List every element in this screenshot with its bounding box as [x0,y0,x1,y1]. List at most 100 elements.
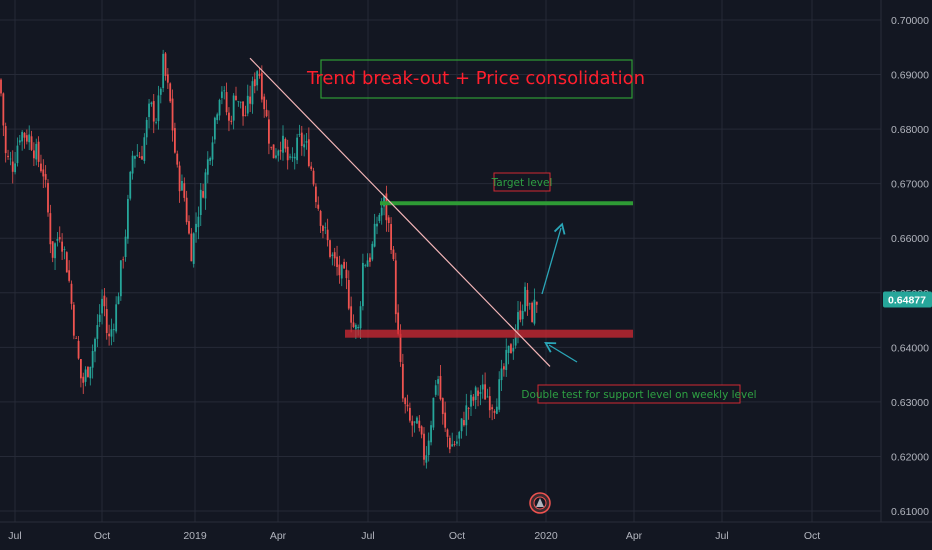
candle-body [2,93,5,126]
candle-body [56,239,59,241]
candle-body [446,429,449,437]
price-tick-label: 0.69000 [891,70,929,82]
candle-body [110,329,113,337]
price-tick-label: 0.67000 [891,179,929,191]
title-annotation-text: Trend break-out + Price consolidation [306,68,645,89]
candle-body [18,140,21,143]
candle-body [16,145,19,164]
candle-body [77,340,80,359]
candle-body [197,216,200,228]
candle-body [326,229,329,241]
candle-body [25,135,28,142]
candle-body [427,440,430,455]
candle-body [258,73,261,76]
candle-body [507,345,510,353]
price-tick-label: 0.66000 [891,233,929,245]
candle-body [505,349,508,370]
candle-body [354,324,357,330]
candle-body [211,142,214,160]
candle-body [21,131,24,142]
candle-body [303,144,306,148]
candle-body [268,119,270,144]
candle-body [157,95,160,122]
candle-body [75,338,78,339]
candle-body [249,96,251,104]
candle-body [223,90,226,92]
candle-body [101,298,103,314]
candle-body [409,407,411,421]
price-tick-label: 0.62000 [891,451,929,463]
candle-body [432,397,435,428]
candle-body [7,155,9,158]
candle-body [371,243,374,260]
candle-body [460,418,463,432]
candle-body [253,79,256,87]
candle-body [68,270,71,281]
candle-body [512,348,515,352]
candle-body [28,134,31,143]
candle-body [138,156,141,158]
time-tick-label: 2019 [183,530,207,542]
candle-body [169,83,172,102]
candle-body [404,398,407,405]
candle-body [359,306,362,329]
candle-body [277,150,280,156]
candle-body [416,417,418,424]
candle-body [275,155,277,158]
candle-body [176,153,179,165]
candle-body [484,384,486,400]
candle-body [519,310,522,320]
support-annotation-box[interactable] [537,384,741,404]
time-tick-label: Jul [361,530,374,542]
candle-body [84,369,87,382]
candle-body [503,366,505,370]
candle-body [265,109,268,117]
candle-body [171,98,174,131]
title-annotation-box[interactable] [320,59,633,99]
candle-body [14,163,16,173]
candle-body [213,117,216,140]
projection-up-arrow[interactable] [541,222,566,295]
candle-body [514,333,517,346]
candle-body [394,260,397,315]
candle-body [286,146,289,161]
time-axis[interactable]: Jul Oct 2019 Apr Jul Oct 2020 Apr Jul Oct [8,530,820,542]
candle-body [129,171,132,199]
candle-body [329,240,331,257]
candle-body [491,407,494,410]
candle-body [119,260,122,297]
candle-body [488,396,491,411]
candle-body [155,121,157,123]
candle-body [89,366,92,379]
candle-body [190,233,193,262]
candles [0,49,538,469]
candle-body [521,310,524,320]
support-annotation-text: Double test for support level on weekly … [521,389,756,401]
candle-body [300,132,303,147]
candle-body [145,119,148,138]
support-zone[interactable] [345,329,633,338]
candle-body [98,314,101,322]
time-tick-label: Apr [270,530,287,542]
candle-body [366,260,369,267]
candle-body [477,390,479,396]
candle-body [296,137,298,161]
candle-body [263,96,266,110]
time-tick-label: Jul [715,530,728,542]
candle-body [232,95,235,121]
trend-line[interactable] [249,57,551,367]
candle-body [535,301,538,305]
svg-text:0.64877: 0.64877 [888,294,926,306]
candle-body [357,326,360,329]
candle-body [30,136,33,150]
candle-body [500,368,503,381]
earnings-icon[interactable] [529,492,551,514]
candle-body [117,296,120,305]
price-axis[interactable]: 0.700000.690000.680000.670000.660000.650… [891,15,929,518]
support-pointer-arrow[interactable] [544,342,578,363]
candle-body [49,213,52,245]
candle-body [178,165,181,192]
target-annotation-box[interactable] [493,172,551,192]
